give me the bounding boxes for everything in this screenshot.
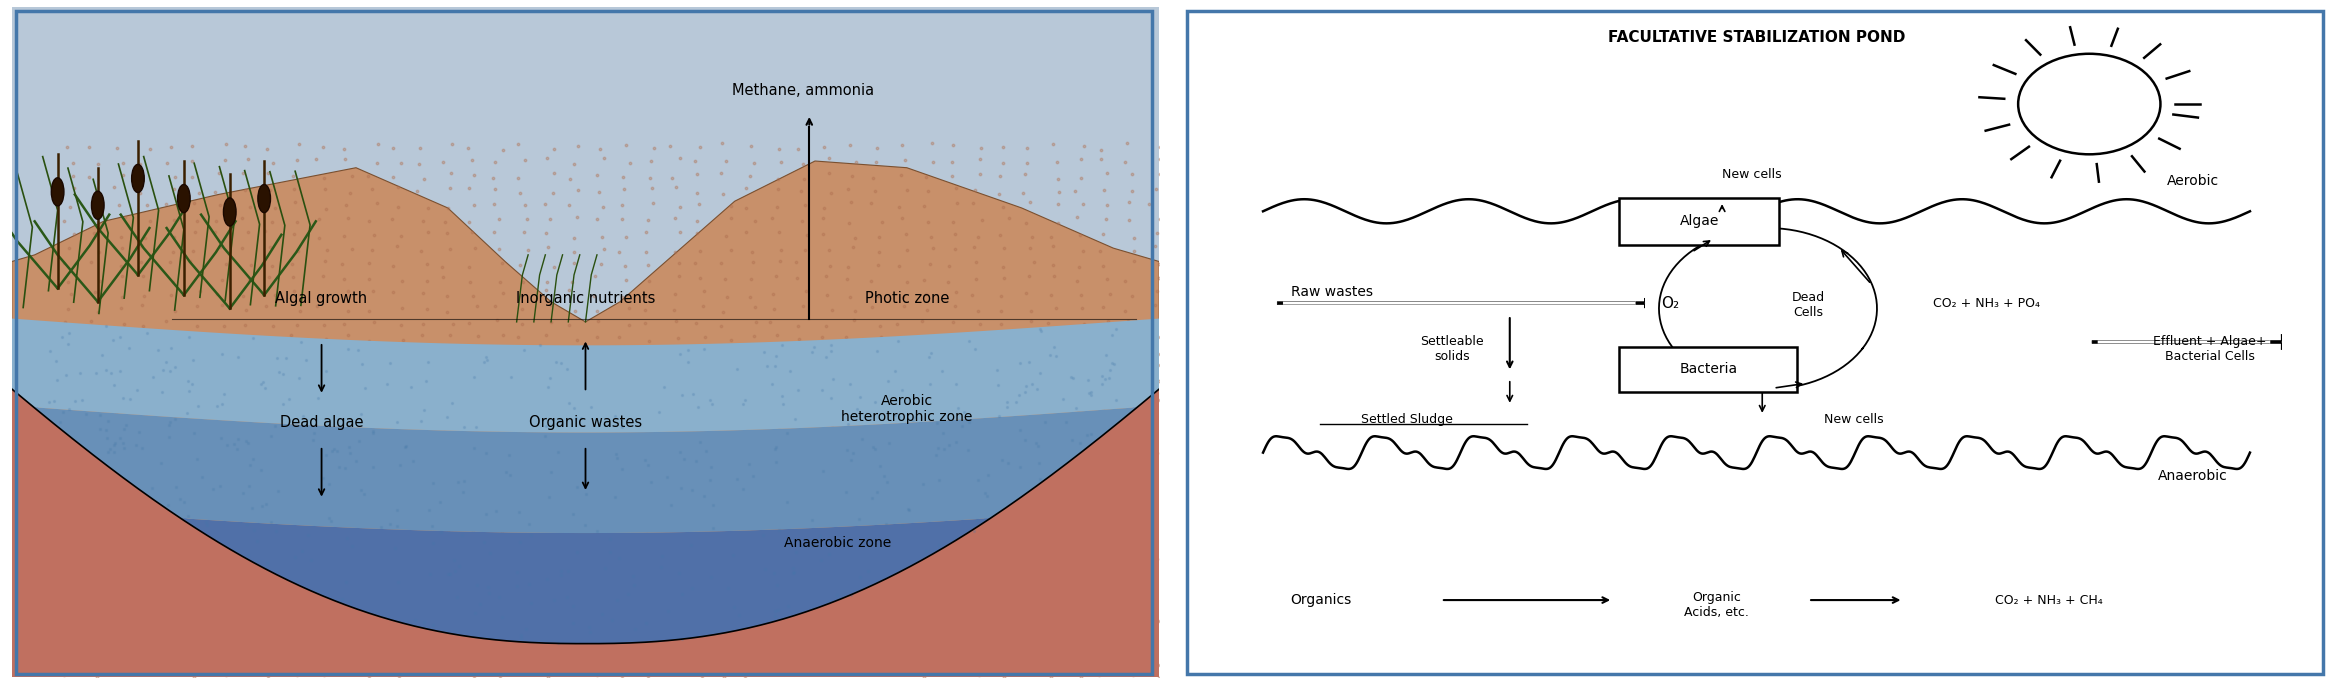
Text: Bacteria: Bacteria: [1679, 363, 1738, 376]
Text: CO₂ + NH₃ + PO₄: CO₂ + NH₃ + PO₄: [1932, 297, 2040, 310]
Polygon shape: [12, 386, 1159, 644]
Text: Algae: Algae: [1679, 214, 1719, 228]
Text: FACULTATIVE STABILIZATION POND: FACULTATIVE STABILIZATION POND: [1609, 30, 1904, 45]
Polygon shape: [12, 161, 1159, 677]
Polygon shape: [12, 389, 1159, 677]
Text: Aerobic: Aerobic: [2166, 174, 2218, 188]
Text: Anaerobic zone: Anaerobic zone: [785, 536, 892, 550]
Text: Anaerobic: Anaerobic: [2157, 469, 2227, 483]
Polygon shape: [12, 389, 1159, 533]
Text: Effluent + Algae+
Bacterial Cells: Effluent + Algae+ Bacterial Cells: [2152, 334, 2267, 363]
FancyBboxPatch shape: [1618, 198, 1780, 245]
Text: Raw wastes: Raw wastes: [1290, 285, 1372, 299]
Text: New cells: New cells: [1721, 168, 1782, 181]
Text: New cells: New cells: [1824, 412, 1883, 425]
Text: O₂: O₂: [1660, 295, 1679, 311]
Text: Dead algae: Dead algae: [279, 415, 363, 430]
Ellipse shape: [222, 198, 237, 226]
Text: Methane, ammonia: Methane, ammonia: [733, 83, 874, 98]
Ellipse shape: [52, 178, 63, 206]
Ellipse shape: [258, 185, 269, 213]
Text: Photic zone: Photic zone: [864, 291, 949, 306]
Text: Settled Sludge: Settled Sludge: [1361, 412, 1452, 425]
Text: Inorganic nutrients: Inorganic nutrients: [515, 291, 656, 306]
Ellipse shape: [178, 185, 190, 213]
Text: Organics: Organics: [1290, 593, 1351, 607]
Text: Organic
Acids, etc.: Organic Acids, etc.: [1684, 591, 1749, 619]
Polygon shape: [12, 319, 1159, 432]
FancyBboxPatch shape: [1618, 347, 1796, 393]
Text: Aerobic
heterotrophic zone: Aerobic heterotrophic zone: [841, 394, 972, 424]
Ellipse shape: [91, 192, 103, 220]
Ellipse shape: [2019, 54, 2159, 155]
Text: Algal growth: Algal growth: [276, 291, 368, 306]
Text: Organic wastes: Organic wastes: [529, 415, 642, 430]
Ellipse shape: [131, 164, 145, 192]
Text: Settleable
solids: Settleable solids: [1422, 334, 1485, 363]
Text: Dead
Cells: Dead Cells: [1792, 291, 1824, 319]
Text: CO₂ + NH₃ + CH₄: CO₂ + NH₃ + CH₄: [1995, 594, 2103, 607]
